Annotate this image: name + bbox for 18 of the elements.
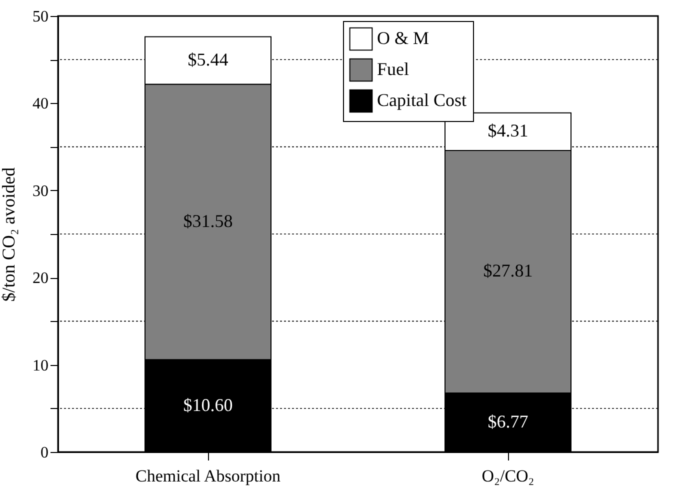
data-label: $6.77 [488,411,528,432]
y-tick-label: 50 [32,8,48,26]
data-label: $27.81 [483,260,533,281]
y-tick-label: 10 [32,357,48,374]
data-label: $5.44 [188,49,228,70]
y-tick-label: 40 [32,96,48,113]
legend-label: Capital Cost [377,90,466,110]
y-tick-label: 20 [32,270,48,288]
y-axis-title: $/ton CO₂ avoided [0,167,18,302]
data-label: $31.58 [183,210,233,231]
y-tick-label: 0 [40,444,48,462]
y-tick-label: 30 [32,182,48,200]
x-tick-label: Chemical Absorption [136,466,281,486]
data-label: $10.60 [183,394,233,415]
legend-label: Fuel [377,59,410,79]
legend-label: O & M [377,28,430,48]
data-label: $4.31 [488,120,528,141]
x-tick-label: O₂/CO₂ [482,466,534,486]
